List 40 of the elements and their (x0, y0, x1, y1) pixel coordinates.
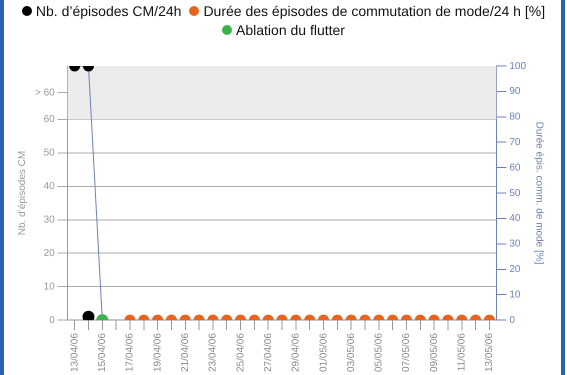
y2-tick-label: 50 (509, 188, 521, 199)
x-tick-label: 23/04/06 (208, 332, 219, 372)
x-tick-label: 29/04/06 (290, 332, 302, 372)
y-tick-label: > 60 (34, 87, 56, 98)
x-tick-label: 07/05/06 (401, 332, 412, 372)
y2-tick-label: 30 (509, 238, 521, 250)
legend-label: Nb. d’épisodes CM/24h (34, 2, 182, 21)
x-tick-label: 27/04/06 (262, 332, 274, 372)
y2-tick-label: 40 (509, 213, 521, 224)
y-axis-title: Nb. d’épisodes CM (16, 150, 28, 236)
y-tick-label: 40 (44, 181, 56, 192)
x-tick-label: 11/05/06 (456, 332, 468, 372)
x-tick-label: 19/04/06 (152, 332, 164, 372)
y2-tick-label: 100 (509, 60, 526, 72)
x-tick-label: 25/04/06 (235, 332, 246, 372)
y-tick-label: 50 (44, 148, 56, 159)
y-tick-label: 10 (44, 281, 56, 292)
x-tick-label: 09/05/06 (428, 332, 440, 372)
x-tick-label: 03/05/06 (346, 332, 357, 372)
x-tick-label: 17/04/06 (124, 332, 136, 372)
y2-tick-label: 10 (509, 289, 521, 300)
y2-tick-label: 60 (509, 162, 521, 174)
y-tick-label: 20 (44, 248, 56, 259)
y-tick-label: 60 (44, 114, 56, 126)
y-tick-label: 0 (49, 314, 56, 326)
y-tick-label: 30 (44, 214, 56, 226)
y2-tick-label: 80 (509, 112, 521, 123)
y2-tick-label: 0 (509, 314, 516, 326)
legend-label: Ablation du flutter (235, 21, 345, 40)
y2-tick-label: 20 (509, 264, 521, 276)
y2-tick-label: 70 (509, 136, 521, 148)
x-tick-label: 21/04/06 (180, 332, 192, 372)
x-tick-label: 05/05/06 (374, 332, 385, 372)
legend-label: Durée des épisodes de commutation de mode/24 h [%] (202, 2, 546, 21)
x-tick-label: 13/04/06 (69, 332, 80, 372)
x-tick-label: 01/05/06 (318, 332, 330, 372)
x-tick-label: 13/05/06 (484, 332, 496, 372)
y2-tick-label: 90 (509, 86, 521, 98)
y2-axis-title: Durée épis. comm. de mode [%] (533, 122, 544, 265)
x-tick-label: 15/04/06 (97, 332, 108, 372)
